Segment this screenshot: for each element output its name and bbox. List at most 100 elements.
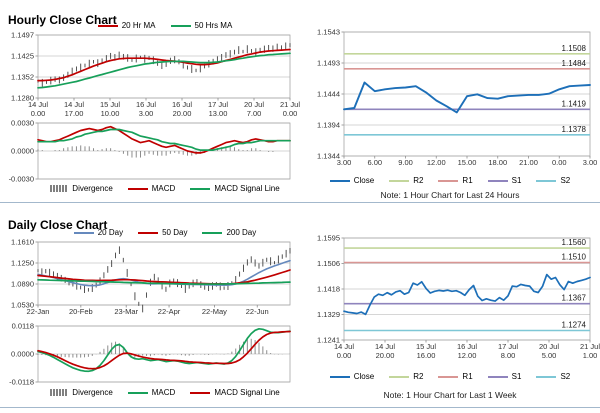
legend-item: R1 [438,176,473,185]
svg-text:1.1595: 1.1595 [317,234,340,243]
svg-text:22-Apr: 22-Apr [158,307,181,316]
svg-text:1.1418: 1.1418 [317,285,340,294]
svg-text:16 Jul: 16 Jul [172,100,192,109]
svg-text:5.00: 5.00 [542,351,557,360]
weekly-pivot-legend: Close R2 R1 S1 S2 [304,372,596,381]
svg-text:1.1493: 1.1493 [317,59,340,68]
legend-line-swatch [329,375,350,378]
legend-line-swatch [389,179,410,182]
legend-item: S1 [487,372,521,381]
daily-macd-chart: 0.0118 0.0000 -0.0118 [9,322,291,387]
legend-label: R1 [462,372,473,381]
svg-text:14 Jul: 14 Jul [64,100,84,109]
legend-line-swatch [73,231,94,234]
legend-item: 200 Day [202,228,256,237]
svg-text:1.1250: 1.1250 [11,259,34,268]
svg-text:0.0000: 0.0000 [11,350,34,359]
svg-text:20 Jul: 20 Jul [244,100,264,109]
legend-label: 20 Hr MA [121,21,156,30]
legend-label: 50 Hrs MA [194,21,233,30]
legend-line-swatch [127,187,148,190]
svg-text:1.1280: 1.1280 [11,94,34,103]
svg-text:12.00: 12.00 [427,158,446,167]
legend-bars-swatch [50,389,69,396]
legend-item: Close [329,372,374,381]
legend-line-swatch [438,375,459,378]
svg-text:1.1560: 1.1560 [562,238,587,247]
svg-text:-0.0030: -0.0030 [9,175,34,184]
svg-text:1.1610: 1.1610 [11,238,34,247]
svg-text:22-Jun: 22-Jun [246,307,269,316]
svg-text:1.1352: 1.1352 [11,73,34,82]
legend-item: R2 [389,176,423,185]
svg-text:1.00: 1.00 [583,351,598,360]
legend-label: R2 [413,176,424,185]
legend-label: R2 [413,372,424,381]
legend-label: R1 [462,176,473,185]
legend-label: 200 Day [226,228,257,237]
svg-text:1.1419: 1.1419 [562,99,587,108]
svg-text:-0.0118: -0.0118 [9,378,34,387]
svg-text:0.00: 0.00 [337,351,352,360]
svg-text:3.00: 3.00 [337,158,352,167]
legend-item: S1 [487,176,521,185]
svg-text:14 Jul: 14 Jul [375,342,395,351]
legend-label: Close [353,176,375,185]
legend-line-swatch [97,24,118,27]
svg-text:14 Jul: 14 Jul [28,100,48,109]
svg-text:20-Feb: 20-Feb [69,307,93,316]
legend-label: Divergence [72,388,113,397]
legend-line-swatch [389,375,410,378]
svg-text:1.1510: 1.1510 [562,252,587,261]
hourly-close-section: Hourly Close Chart 20 Hr MA 50 Hrs MA 1.1… [0,0,300,203]
daily-close-section: Daily Close Chart 20 Day 50 Day 200 Day 1.… [0,204,300,408]
legend-line-swatch [190,187,211,190]
svg-text:1.1506: 1.1506 [317,259,340,268]
svg-text:16.00: 16.00 [417,351,436,360]
svg-text:20 Jul: 20 Jul [539,342,559,351]
svg-text:15 Jul: 15 Jul [100,100,120,109]
legend-label: 20 Day [97,228,124,237]
legend-item: S2 [536,176,570,185]
svg-text:1.0530: 1.0530 [11,301,34,310]
svg-text:1.1367: 1.1367 [562,294,587,303]
svg-text:1.1497: 1.1497 [11,31,34,40]
svg-text:0.00: 0.00 [552,158,567,167]
legend-label: S2 [560,372,571,381]
legend-line-swatch [487,179,508,182]
svg-text:0.0030: 0.0030 [11,119,34,128]
svg-text:12.00: 12.00 [458,351,477,360]
daily-chart-title: Daily Close Chart [8,217,108,232]
legend-item: MACD [127,184,175,193]
hourly-ma-legend: 20 Hr MA 50 Hrs MA [36,21,294,30]
svg-text:17.00: 17.00 [65,109,84,118]
svg-text:16 Jul: 16 Jul [457,342,477,351]
legend-label: MACD [151,388,176,397]
svg-text:20.00: 20.00 [173,109,192,118]
legend-line-swatch [127,391,148,394]
svg-text:3.00: 3.00 [139,109,154,118]
hourly-chart-title: Hourly Close Chart [8,12,117,27]
daily-macd-legend: Divergence MACD MACD Signal Line [36,388,294,397]
legend-line-swatch [438,179,459,182]
legend-line-swatch [536,375,557,378]
svg-text:17 Jul: 17 Jul [498,342,518,351]
svg-text:13.00: 13.00 [209,109,228,118]
weekly-pivot-section: 1.1595 1.1506 1.1418 1.1329 1.1241 14 Jul 0.00… [300,204,600,408]
hourly-pivot-section: 1.1543 1.1493 1.1444 1.1394 1.1344 3.00 6.00 9.… [300,0,600,203]
svg-text:1.1484: 1.1484 [562,59,587,68]
svg-text:1.1425: 1.1425 [11,52,34,61]
legend-line-swatch [138,231,159,234]
svg-text:1.1241: 1.1241 [317,336,340,345]
svg-text:21.00: 21.00 [519,158,538,167]
legend-label: MACD Signal Line [214,388,280,397]
svg-text:21 Jul: 21 Jul [580,342,600,351]
svg-text:0.00: 0.00 [283,109,298,118]
legend-item: MACD Signal Line [190,388,280,397]
legend-item: Divergence [50,184,113,193]
svg-text:1.1274: 1.1274 [562,320,587,329]
svg-text:15 Jul: 15 Jul [416,342,436,351]
